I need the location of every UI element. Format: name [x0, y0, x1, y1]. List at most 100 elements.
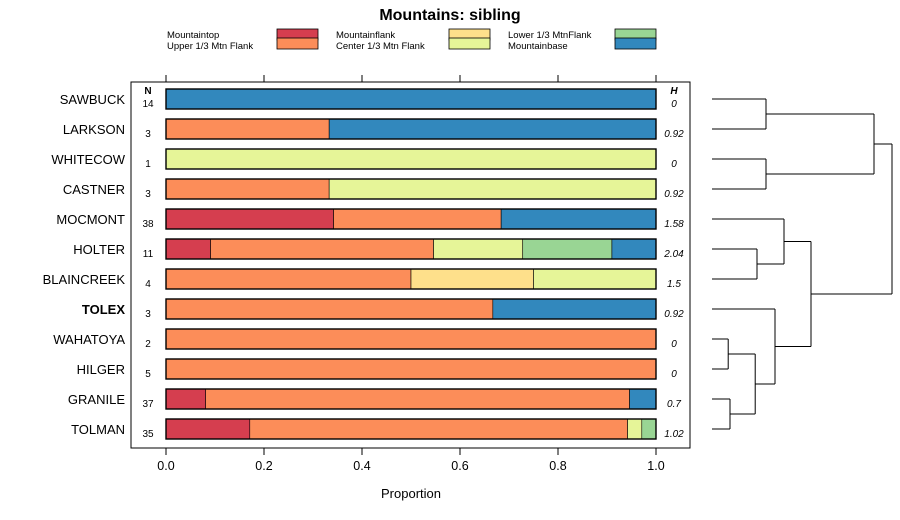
legend-label: Lower 1/3 MtnFlank: [508, 30, 592, 41]
n-value: 3: [145, 309, 151, 320]
h-value: 1.5: [667, 279, 681, 290]
row-label: HOLTER: [73, 242, 125, 257]
h-value: 1.58: [664, 219, 684, 230]
legend-swatch: [614, 37, 657, 50]
n-value: 1: [145, 159, 151, 170]
n-value: 37: [142, 399, 154, 410]
bar-segment: [328, 118, 657, 140]
bar-segment: [165, 208, 334, 230]
bar-segment: [165, 358, 657, 380]
bar-segment: [165, 88, 657, 110]
bar-segment: [500, 208, 657, 230]
bar-segment: [533, 268, 657, 290]
row-label: GRANILE: [68, 392, 125, 407]
bar-outline: [165, 268, 657, 290]
bar-segment: [328, 178, 657, 200]
bar-segment: [333, 208, 502, 230]
n-value: 38: [142, 219, 154, 230]
h-value: 0: [671, 339, 677, 350]
x-tick-label: 0.6: [451, 459, 468, 473]
bar-segment: [165, 268, 412, 290]
n-value: 35: [142, 429, 154, 440]
legend-swatch: [276, 37, 319, 50]
n-value: 4: [145, 279, 151, 290]
row-label: MOCMONT: [56, 212, 125, 227]
bar-outline: [165, 208, 657, 230]
n-header: N: [144, 86, 151, 97]
h-value: 0.92: [664, 309, 684, 320]
h-value: 0: [671, 99, 677, 110]
bar-outline: [165, 328, 657, 350]
bar-segment: [165, 118, 330, 140]
x-tick-label: 0.4: [353, 459, 370, 473]
legend-label: Upper 1/3 Mtn Flank: [167, 41, 253, 52]
row-label: CASTNER: [63, 182, 125, 197]
bar-segment: [249, 418, 628, 440]
legend-label: Center 1/3 Mtn Flank: [336, 41, 425, 52]
row-label: HILGER: [77, 362, 125, 377]
x-tick-label: 1.0: [647, 459, 664, 473]
row-label: WHITECOW: [51, 152, 125, 167]
n-value: 3: [145, 189, 151, 200]
bar-outline: [165, 178, 657, 200]
bar-segment: [165, 298, 494, 320]
x-axis: 0.0 0.2 0.4 0.6 0.8 1.0: [157, 75, 665, 473]
bar-segment: [522, 238, 613, 260]
bar-segment: [629, 388, 657, 410]
bar-outline: [165, 238, 657, 260]
row-label: LARKSON: [63, 122, 125, 137]
x-tick-label: 0.0: [157, 459, 174, 473]
x-axis-label: Proportion: [381, 486, 441, 501]
n-value: 11: [143, 249, 154, 260]
row-label: BLAINCREEK: [43, 272, 126, 287]
dendrogram: [712, 98, 893, 430]
bars: SAWBUCK 14 0 LARKSON 3 0.92 WHITECOW 1 0 CASTNER 3…: [43, 88, 684, 440]
bar-segment: [410, 268, 534, 290]
bar-outline: [165, 358, 657, 380]
bar-segment: [627, 418, 643, 440]
legend-label: Mountainbase: [508, 41, 568, 52]
bar-outline: [165, 118, 657, 140]
bar-outline: [165, 88, 657, 110]
n-value: 2: [145, 339, 151, 350]
bar-segment: [165, 388, 206, 410]
bar-segment: [165, 148, 657, 170]
n-value: 3: [145, 129, 151, 140]
n-value: 14: [142, 99, 154, 110]
row-label: TOLEX: [82, 302, 125, 317]
h-value: 1.02: [664, 429, 684, 440]
bar-outline: [165, 298, 657, 320]
h-value: 0.92: [664, 129, 684, 140]
h-value: 0: [671, 159, 677, 170]
x-tick-label: 0.2: [255, 459, 272, 473]
bar-segment: [165, 238, 211, 260]
n-value: 5: [145, 369, 151, 380]
bar-segment: [165, 418, 251, 440]
bar-segment: [165, 178, 330, 200]
bar-segment: [205, 388, 630, 410]
bar-segment: [641, 418, 657, 440]
bar-outline: [165, 388, 657, 410]
h-header: H: [670, 86, 678, 97]
h-value: 2.04: [663, 249, 684, 260]
plot-frame: [130, 81, 691, 449]
bar-outline: [165, 148, 657, 170]
bar-segment: [611, 238, 657, 260]
bar-segment: [492, 298, 657, 320]
chart-title: Mountains: sibling: [379, 7, 520, 24]
legend-label: Mountaintop: [167, 30, 219, 41]
bar-segment: [210, 238, 434, 260]
row-label: WAHATOYA: [53, 332, 125, 347]
bar-segment: [433, 238, 524, 260]
h-value: 0.7: [667, 399, 681, 410]
x-tick-label: 0.8: [549, 459, 566, 473]
legend-swatch: [448, 37, 491, 50]
row-label: SAWBUCK: [60, 92, 126, 107]
row-label: TOLMAN: [71, 422, 125, 437]
bar-segment: [165, 328, 657, 350]
legend-label: Mountainflank: [336, 30, 395, 41]
h-value: 0: [671, 369, 677, 380]
bar-outline: [165, 418, 657, 440]
